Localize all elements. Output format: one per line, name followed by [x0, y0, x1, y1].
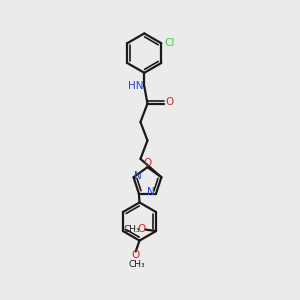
Text: CH₃: CH₃ — [129, 260, 145, 268]
Text: O: O — [166, 97, 174, 107]
Text: O: O — [137, 224, 146, 234]
Text: O: O — [132, 250, 140, 260]
Text: N: N — [147, 187, 155, 197]
Text: Cl: Cl — [164, 38, 175, 48]
Text: O: O — [143, 158, 152, 168]
Text: HN: HN — [128, 80, 143, 91]
Text: N: N — [134, 171, 142, 181]
Text: CH₃: CH₃ — [124, 225, 140, 234]
